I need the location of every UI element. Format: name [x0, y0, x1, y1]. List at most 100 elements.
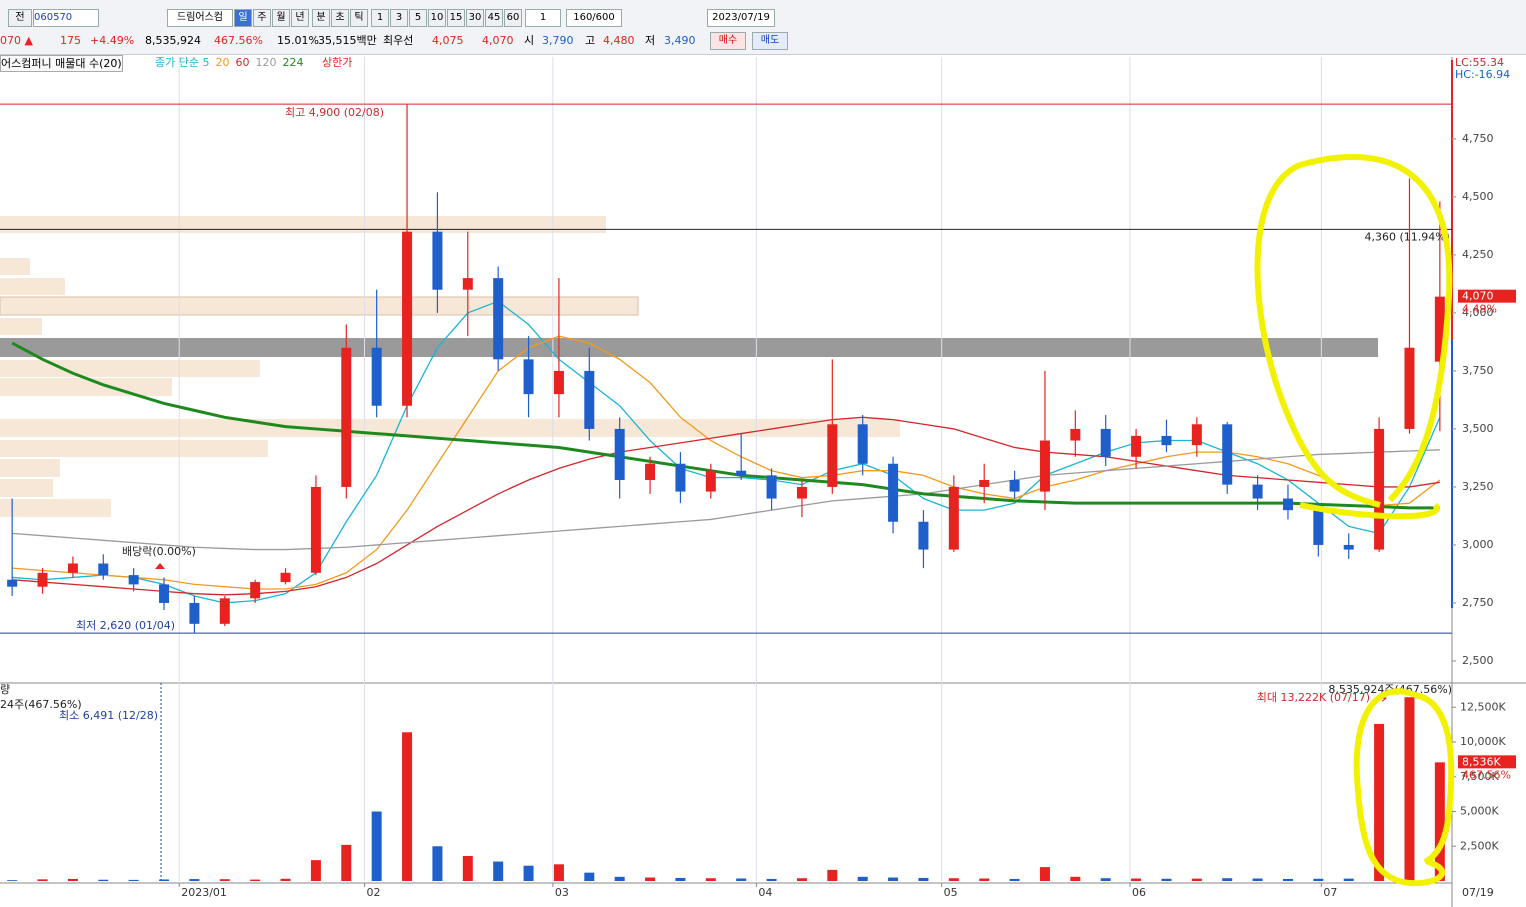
volume-bar [310, 860, 321, 881]
y-tick-label: 5,000K [1460, 805, 1499, 818]
current-label: 4,070 [1462, 290, 1494, 303]
interval-button[interactable]: 45 [485, 9, 503, 27]
current-volume-change: 467.56% [1462, 768, 1511, 781]
y-tick-label: 2,500K [1460, 839, 1499, 852]
bid: 4,070 [482, 34, 514, 47]
toolbar: 전 060570 드림어스컴 일 주 월 년 분 초 틱 1 3 5 10 15… [0, 0, 1526, 55]
high-label: 최고 4,900 (02/08) [285, 106, 384, 119]
candle-body [1282, 498, 1293, 511]
highlight [1254, 154, 1453, 520]
x-tick-label: 05 [944, 886, 958, 899]
candle-body [523, 359, 534, 395]
volume-bar [98, 879, 109, 881]
last-date: 07/19 [1462, 886, 1494, 899]
price: 070 ▲ [0, 34, 33, 47]
dividend-marker [155, 563, 165, 569]
candle-body [918, 521, 929, 550]
volume-bar [736, 878, 747, 881]
max-volume-arrow [1374, 694, 1387, 702]
legend-item: 종가 단순 5 [155, 56, 210, 69]
candle-body [766, 475, 777, 499]
ma-line [11, 341, 1440, 510]
interval-button[interactable]: 5 [409, 9, 427, 27]
volume-title: 량 [0, 683, 10, 696]
candle-body [1191, 424, 1202, 446]
period-button[interactable]: 분 [312, 9, 330, 27]
dividend-label: 배당락(0.00%) [122, 545, 196, 558]
volume-bar [766, 878, 777, 881]
candle-body [857, 424, 868, 464]
candle-body [1252, 484, 1263, 499]
period-button[interactable]: 초 [331, 9, 349, 27]
interval-button[interactable]: 30 [466, 9, 484, 27]
volume-bar [1009, 878, 1020, 881]
interval-button[interactable]: 10 [428, 9, 446, 27]
interval-button[interactable]: 1 [371, 9, 389, 27]
volume-bar [7, 880, 18, 881]
code-input[interactable]: 060570 [33, 9, 99, 27]
interval-button[interactable]: 15 [447, 9, 465, 27]
range-input[interactable]: 160/600 [566, 9, 622, 27]
volume-bar [979, 878, 990, 881]
count-input[interactable]: 1 [525, 9, 561, 27]
period-button[interactable]: 일 [234, 9, 252, 27]
x-tick-label: 07 [1323, 886, 1337, 899]
volume-bar [1191, 878, 1202, 881]
current-box [1458, 289, 1516, 303]
candle-body [37, 572, 48, 587]
y-tick-label: 10,000K [1460, 735, 1506, 748]
candle-body [341, 347, 352, 487]
y-tick-label: 3,250 [1462, 480, 1494, 493]
interval-button[interactable]: 3 [390, 9, 408, 27]
candle-body [1100, 428, 1111, 457]
volume-bar [584, 872, 595, 881]
volume-bar [645, 877, 656, 881]
candle-body [67, 563, 78, 573]
volume-bar [1313, 878, 1324, 881]
volume-bar [67, 878, 78, 881]
candle-body [1313, 510, 1324, 545]
current-change: 4.49% [1462, 303, 1497, 316]
volume-bar [918, 877, 929, 881]
volume-bar [341, 844, 352, 881]
x-tick-label: 04 [758, 886, 772, 899]
stock-name[interactable]: 드림어스컴 [167, 9, 233, 27]
legend-item: 120 [255, 56, 277, 69]
label: 최우선 [383, 34, 414, 47]
open: 3,790 [542, 34, 574, 47]
volume-bar [250, 879, 261, 881]
highlight [1353, 688, 1455, 887]
y-tick-label: 4,000 [1462, 306, 1494, 319]
date-input[interactable]: 2023/07/19 [707, 9, 775, 27]
candle-body [1434, 296, 1445, 362]
y-tick-label: 3,750 [1462, 364, 1494, 377]
buy-button[interactable]: 매수 [710, 32, 746, 50]
sell-button[interactable]: 매도 [752, 32, 788, 50]
candle-body [979, 479, 990, 487]
y-tick-label: 2,750 [1462, 596, 1494, 609]
period-button[interactable]: 년 [291, 9, 309, 27]
period-button[interactable]: 월 [272, 9, 290, 27]
candle-body [250, 582, 261, 599]
period-button[interactable]: 틱 [350, 9, 368, 27]
volume-bar [493, 861, 504, 881]
low: 3,490 [664, 34, 696, 47]
interval-button[interactable]: 60 [504, 9, 522, 27]
candle-body [614, 428, 625, 480]
legend-item: 상한가 [322, 56, 353, 69]
ref-label: 4,360 (11.94%) [1364, 230, 1450, 243]
candle-body [1343, 544, 1354, 550]
candle-body [128, 575, 139, 585]
candle-body [310, 486, 321, 573]
turnover: 15.01% [277, 34, 319, 47]
button[interactable]: 전 [8, 9, 32, 27]
high: 4,480 [603, 34, 635, 47]
legend-item: 어스컴퍼니 매물대 수(20) [0, 55, 123, 72]
period-button[interactable]: 주 [253, 9, 271, 27]
y-tick-label: 12,500K [1460, 700, 1506, 713]
volume-profile [0, 216, 1378, 517]
candle-body [645, 463, 656, 480]
volume-bar [462, 855, 473, 881]
y-tick-label: 2,500 [1462, 654, 1494, 667]
